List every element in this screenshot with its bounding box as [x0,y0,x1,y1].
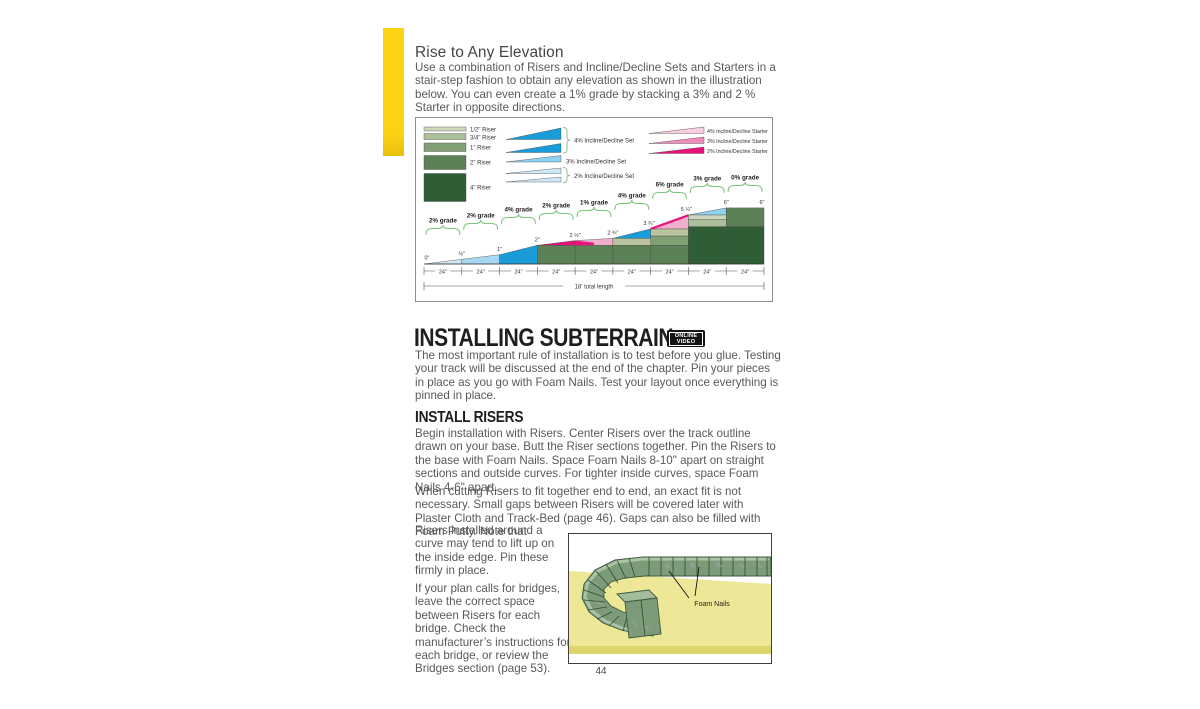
svg-text:1": 1" [497,247,502,253]
elevation-diagram: 1/2" Riser 3/4" Riser 1" Riser 2" Riser … [423,126,768,290]
svg-text:2 ½": 2 ½" [570,232,581,239]
riser-curve-figure: Foam Nails [569,534,772,663]
svg-text:2% grade: 2% grade [542,203,570,210]
starter-wedge [648,146,705,154]
riser-swatch [423,155,467,170]
svg-text:2% grade: 2% grade [429,218,457,225]
foam-nails-callout: Foam Nails [668,566,730,608]
starter-label: 2% Incline/Decline Starter [707,149,768,155]
riser-curve-figure-box: Foam Nails [568,533,772,664]
svg-text:6": 6" [759,200,764,206]
installing-subterrain-title: INSTALLING SUBTERRAIN [414,324,674,352]
install-risers-para2a: When cutting Risers to fit together end … [415,485,761,539]
riser-label: 1" Riser [470,146,491,152]
legend-incline-sets: 4% Incline/Decline Set 3% Incline/Declin… [505,127,634,183]
incline-set-wedge [505,127,562,140]
starter-wedge [648,136,705,144]
yellow-accent-bar [383,28,404,156]
svg-text:½": ½" [459,251,466,258]
riser-label: 3/4" Riser [470,136,496,142]
install-risers-para3: If your plan calls for bridges, leave th… [415,582,571,676]
riser-end-block [616,589,662,639]
svg-text:5 ¼": 5 ¼" [681,207,692,213]
svg-text:3 ¾": 3 ¾" [643,221,654,227]
incline-set-label: 2% Incline/Decline Set [574,174,634,180]
svg-text:24": 24" [703,269,711,275]
total-length-row: 18' total length [423,282,765,290]
svg-text:6": 6" [724,200,729,206]
incline-set-wedge [505,167,562,174]
svg-text:24": 24" [741,269,749,275]
svg-text:2 ¾": 2 ¾" [607,231,618,237]
starter-label: 3% Incline/Decline Starter [707,139,768,145]
riser-swatch [423,142,467,152]
install-risers-para1: Begin installation with Risers. Center R… [415,427,776,494]
incline-set-label: 4% Incline/Decline Set [574,139,634,145]
elevation-profile [423,207,765,265]
svg-text:24": 24" [590,269,598,275]
svg-text:0": 0" [424,256,429,262]
svg-text:4% grade: 4% grade [618,193,646,200]
svg-text:3% grade: 3% grade [693,176,721,183]
rise-section-body: Use a combination of Risers and Incline/… [415,61,776,115]
svg-text:4% grade: 4% grade [505,207,533,214]
legend-risers: 1/2" Riser 3/4" Riser 1" Riser 2" Riser … [423,126,496,202]
svg-text:24": 24" [439,269,447,275]
riser-swatch [423,173,467,202]
height-labels: 0" ½" 1" 2" 2 ½" 2 ¾" 3 ¾" 5 ¼" 6" 6" [424,200,764,262]
online-video-badge-text: ONLINE VIDEO [669,331,703,346]
riser-swatch [423,133,467,140]
svg-text:0% grade: 0% grade [731,175,759,182]
starter-label: 4% Incline/Decline Starter [707,129,768,135]
incline-set-label: 3% Incline/Decline Set [566,160,626,166]
incline-set-wedge [505,155,562,163]
dimension-labels: 24" 24" 24" 24" 24" 24" 24" 24" 24" [435,267,753,275]
legend-brace [562,127,571,154]
base-edge-stripe [569,646,771,654]
incline-set-wedge [505,143,562,153]
svg-text:24": 24" [477,269,485,275]
riser-label: 1/2" Riser [470,128,496,134]
total-length-label: 18' total length [575,284,614,290]
incline-set-wedge [505,176,562,183]
svg-text:2% grade: 2% grade [467,213,495,220]
elevation-diagram-box: 1/2" Riser 3/4" Riser 1" Riser 2" Riser … [415,117,773,302]
starter-wedge [648,126,705,134]
foam-nails-label: Foam Nails [694,601,730,608]
svg-text:6% grade: 6% grade [656,182,684,189]
install-risers-title: INSTALL RISERS [415,409,524,426]
svg-text:24": 24" [552,269,560,275]
riser-label: 2" Riser [470,161,491,167]
svg-text:24": 24" [514,269,522,275]
svg-text:24": 24" [666,269,674,275]
rise-section-title: Rise to Any Elevation [415,44,564,61]
grade-labels: 2% grade 2% grade 4% grade 2% grade 1% g… [429,175,760,225]
grade-braces [425,181,763,236]
online-video-badge: ONLINE VIDEO [667,330,705,347]
riser-label: 4" Riser [470,186,491,192]
legend-starters: 4% Incline/Decline Starter 3% Incline/De… [648,126,768,155]
svg-text:2": 2" [535,238,540,244]
page-number: 44 [595,666,607,677]
legend-brace [562,167,571,183]
riser-swatch [423,126,467,132]
install-risers-para2b: Risers installed around a curve may tend… [415,524,555,578]
svg-text:24": 24" [628,269,636,275]
foam-nails [592,562,763,605]
installing-subterrain-body: The most important rule of installation … [415,349,781,403]
svg-text:1% grade: 1% grade [580,200,608,207]
